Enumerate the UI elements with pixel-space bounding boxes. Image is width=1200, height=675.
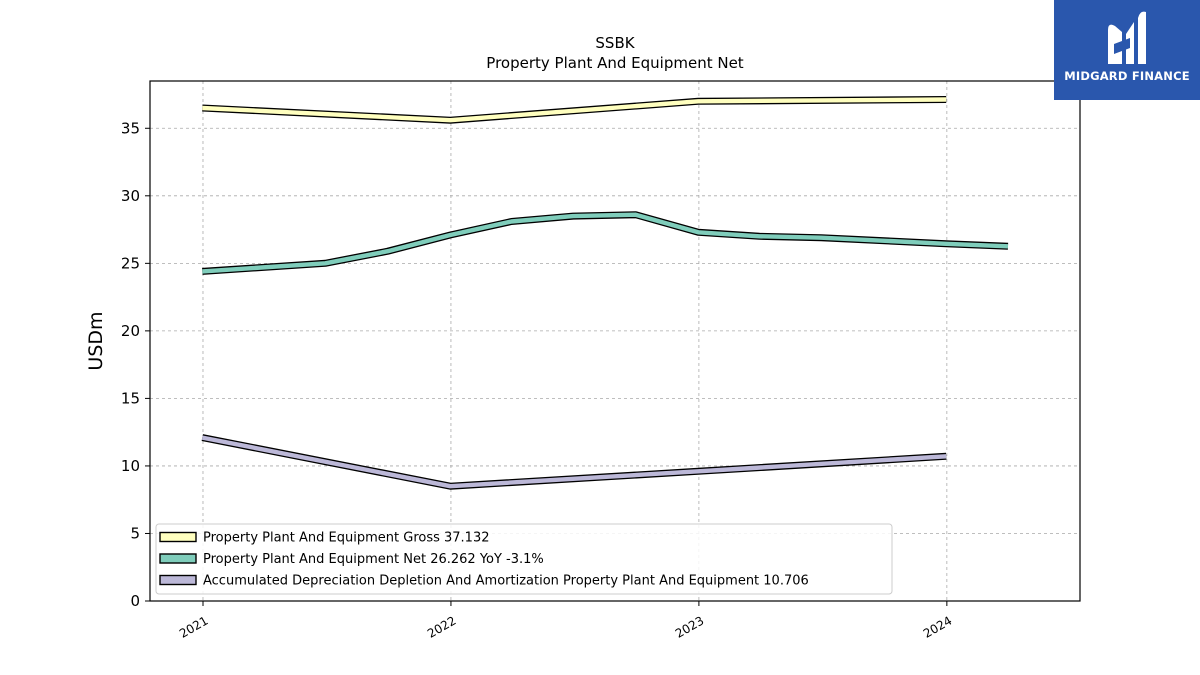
legend: Property Plant And Equipment Gross 37.13… xyxy=(155,523,893,595)
y-tick-label: 30 xyxy=(121,187,140,205)
y-axis-label: USDm xyxy=(85,311,107,370)
plot-frame xyxy=(149,80,1081,602)
y-tick-label: 20 xyxy=(121,322,140,340)
x-tick-label: 2024 xyxy=(921,613,954,640)
midgard-m-icon xyxy=(1108,11,1146,65)
y-tick-label: 35 xyxy=(121,119,140,137)
chart-subtitle: Property Plant And Equipment Net xyxy=(486,54,743,72)
y-axis: 0 5 10 15 20 25 30 35 xyxy=(121,119,150,610)
x-tick-label: 2023 xyxy=(673,613,706,640)
series-line xyxy=(202,212,1009,274)
legend-label: Property Plant And Equipment Net 26.262 … xyxy=(203,552,544,567)
logo-text: MIDGARD FINANCE xyxy=(1064,69,1190,83)
grid xyxy=(150,81,1080,601)
legend-label: Property Plant And Equipment Gross 37.13… xyxy=(203,531,490,546)
y-tick-label: 0 xyxy=(130,592,140,610)
x-axis: 2021 2022 2023 2024 xyxy=(177,601,954,641)
x-tick-label: 2021 xyxy=(177,613,210,640)
legend-box xyxy=(155,523,893,595)
series-line xyxy=(202,97,947,123)
y-tick-label: 10 xyxy=(121,457,140,475)
brand-logo: MIDGARD FINANCE xyxy=(1054,0,1200,100)
y-tick-label: 25 xyxy=(121,254,140,272)
legend-swatch xyxy=(159,531,197,543)
x-tick-label: 2022 xyxy=(425,613,458,640)
y-tick-label: 5 xyxy=(130,524,140,542)
legend-label: Accumulated Depreciation Depletion And A… xyxy=(203,574,809,589)
series-layer xyxy=(201,96,1009,490)
legend-swatch xyxy=(159,574,197,586)
legend-swatch xyxy=(159,553,197,564)
series-line xyxy=(201,435,947,489)
y-tick-label: 15 xyxy=(121,389,140,407)
chart-title: SSBK xyxy=(595,34,635,52)
